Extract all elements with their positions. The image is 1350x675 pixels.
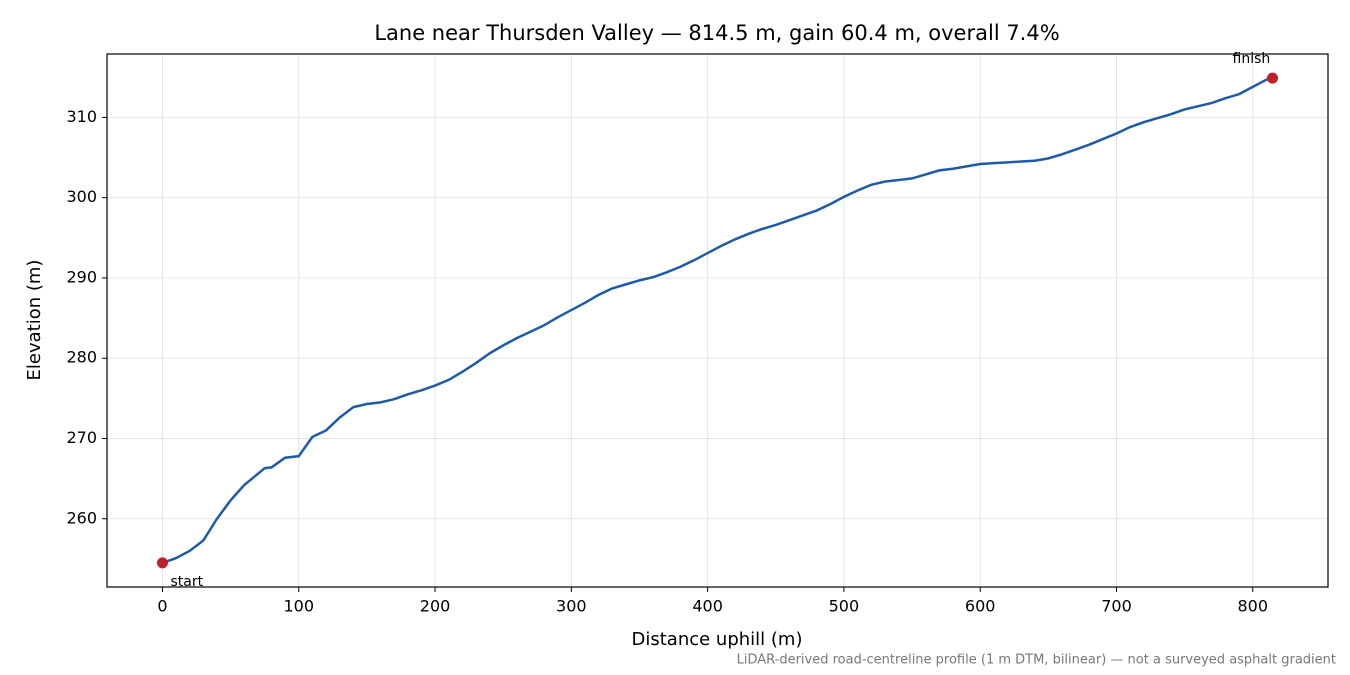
x-tick-label: 800 <box>1237 597 1268 616</box>
x-tick-label: 500 <box>829 597 860 616</box>
x-tick-label: 400 <box>692 597 723 616</box>
x-tick-label: 0 <box>157 597 167 616</box>
x-axis-label: Distance uphill (m) <box>632 629 803 650</box>
y-tick-label: 260 <box>66 508 97 527</box>
x-tick-label: 600 <box>965 597 996 616</box>
x-tick-label: 100 <box>283 597 314 616</box>
footnote: LiDAR-derived road-centreline profile (1… <box>737 653 1336 668</box>
y-tick-label: 310 <box>66 107 97 126</box>
y-tick-label: 280 <box>66 348 97 367</box>
chart-title: Lane near Thursden Valley — 814.5 m, gai… <box>374 21 1059 45</box>
plot-frame <box>106 53 1329 588</box>
elevation-line <box>162 76 1273 565</box>
endpoint-label: finish <box>1233 51 1271 67</box>
endpoint-marker <box>1267 72 1279 84</box>
y-axis-label: Elevation (m) <box>24 260 45 381</box>
x-tick-label: 200 <box>420 597 451 616</box>
endpoint-label: start <box>170 574 203 590</box>
endpoint-marker <box>156 557 168 569</box>
y-tick-label: 270 <box>66 428 97 447</box>
y-tick-label: 290 <box>66 267 97 286</box>
y-tick-label: 300 <box>66 187 97 206</box>
x-tick-label: 300 <box>556 597 587 616</box>
x-tick-label: 700 <box>1101 597 1132 616</box>
